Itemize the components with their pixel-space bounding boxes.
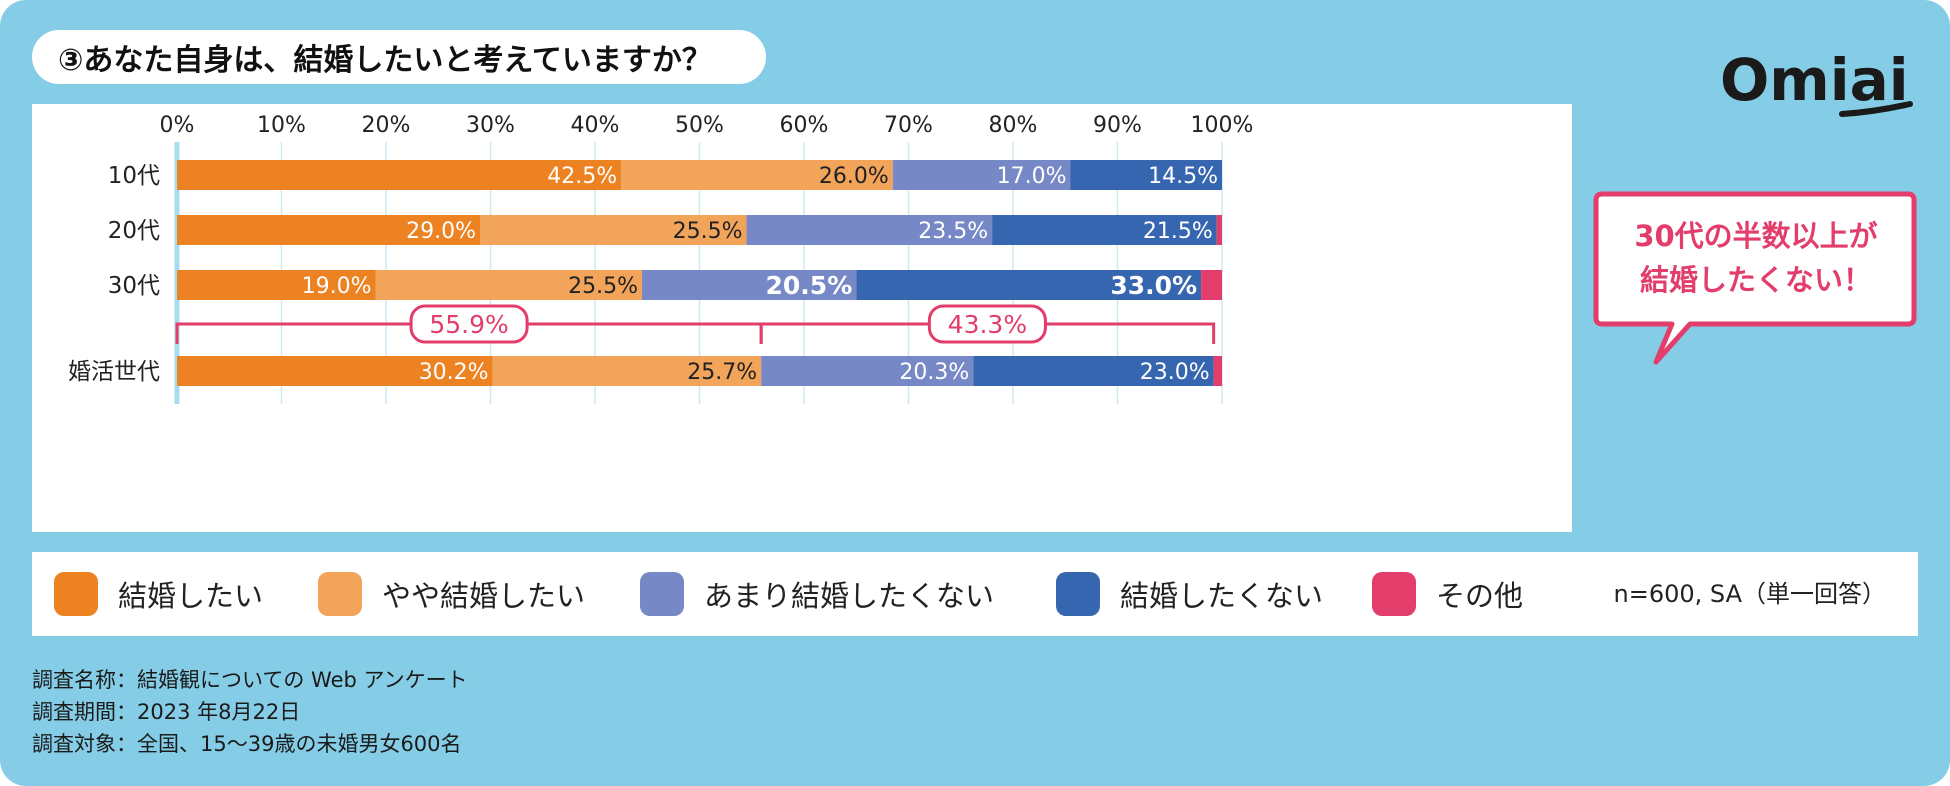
- data-label: 33.0%: [1110, 271, 1197, 300]
- bracket-label: 55.9%: [429, 310, 508, 339]
- legend: 結婚したい やや結婚したい あまり結婚したくない 結婚したくない その他 n=6…: [32, 552, 1918, 636]
- bar-segment: [1070, 160, 1222, 190]
- data-label: 23.0%: [1140, 360, 1210, 385]
- callout-line-1: 30代の半数以上が: [1634, 219, 1878, 253]
- legend-label-other: その他: [1436, 579, 1524, 613]
- data-label: 19.0%: [302, 274, 372, 299]
- legend-swatch-want: [54, 572, 98, 616]
- omiai-logo: Omiai: [1714, 38, 1914, 128]
- legend-label-dont-want: 結婚したくない: [1120, 579, 1324, 613]
- bracket-pill: [927, 304, 1047, 344]
- x-tick-label: 0%: [160, 113, 195, 138]
- x-tick-label: 10%: [257, 113, 306, 138]
- data-label: 29.0%: [406, 219, 476, 244]
- chart-panel: 0% 10% 20% 30% 40% 50% 60% 70% 80% 90% 100% 10代 42.5…: [32, 104, 1572, 532]
- data-label: 30.2%: [419, 360, 489, 385]
- legend-swatch-other: [1372, 572, 1416, 616]
- legend-swatch-dont-want: [1056, 572, 1100, 616]
- bar-segment: [177, 215, 481, 245]
- survey-target: 調査対象：全国、15～39歳の未婚男女600名: [32, 732, 462, 756]
- bracket-label: 43.3%: [948, 310, 1027, 339]
- omiai-logo-graphic: Omiai: [1720, 46, 1913, 117]
- question-title: ③あなた自身は、結婚したいと考えていますか？: [32, 30, 766, 84]
- data-label: 42.5%: [547, 164, 617, 189]
- x-tick-label: 90%: [1093, 113, 1142, 138]
- legend-item-dont-want: 結婚したくない: [1056, 572, 1323, 616]
- legend-label-want: 結婚したい: [118, 579, 264, 613]
- category-label: 20代: [108, 218, 160, 244]
- callout-bubble: [1593, 191, 1917, 365]
- data-label: 25.5%: [568, 274, 638, 299]
- bar-segment: [375, 270, 643, 300]
- bar-segment: [1213, 356, 1222, 386]
- bar-segment: [746, 215, 993, 245]
- legend-label-somewhat-want: やや結婚したい: [382, 579, 586, 613]
- bar-segment: [621, 160, 893, 190]
- stacked-bar-chart: 0% 10% 20% 30% 40% 50% 60% 70% 80% 90% 100% 10代 42.5…: [68, 113, 1254, 404]
- bar-segment: [1201, 270, 1222, 300]
- category-label: 婚活世代: [68, 359, 160, 385]
- legend-swatch-not-much: [640, 572, 684, 616]
- bar-segment: [642, 270, 857, 300]
- bar-segment: [992, 215, 1217, 245]
- legend-label-not-much: あまり結婚したくない: [704, 579, 995, 613]
- bar-segment: [177, 356, 493, 386]
- survey-info: 調査名称：結婚観についての Web アンケート 調査期間：2023 年8月22日…: [32, 664, 468, 760]
- data-label: 25.5%: [673, 219, 743, 244]
- legend-item-other: その他: [1372, 572, 1523, 616]
- callout-line-2: 結婚したくない！: [1639, 263, 1872, 297]
- callout-text: 30代の半数以上が 結婚したくない！: [1606, 214, 1906, 302]
- x-tick-label: 20%: [362, 113, 411, 138]
- bar-segment: [1216, 215, 1222, 245]
- category-label: 30代: [108, 273, 160, 299]
- legend-item-somewhat-want: やや結婚したい: [318, 572, 585, 616]
- data-label: 17.0%: [997, 164, 1067, 189]
- bar-segment: [177, 270, 376, 300]
- x-tick-label: 30%: [466, 113, 515, 138]
- data-label: 26.0%: [819, 164, 889, 189]
- data-label: 23.5%: [918, 219, 988, 244]
- legend-swatch-somewhat-want: [318, 572, 362, 616]
- category-label: 10代: [108, 163, 160, 189]
- bracket-line: [759, 322, 1216, 344]
- bar-segment: [761, 356, 974, 386]
- sample-size-note: n=600, SA（単一回答）: [1613, 580, 1886, 608]
- bar-segment: [492, 356, 762, 386]
- survey-period: 調査期間：2023 年8月22日: [32, 700, 301, 724]
- x-tick-label: 80%: [989, 113, 1038, 138]
- bar-segment: [480, 215, 747, 245]
- bar-segment: [177, 160, 622, 190]
- x-tick-label: 50%: [675, 113, 724, 138]
- x-tick-label: 60%: [780, 113, 829, 138]
- data-label: 25.7%: [687, 360, 757, 385]
- data-label: 21.5%: [1143, 219, 1213, 244]
- bar-segment: [973, 356, 1214, 386]
- x-tick-label: 70%: [884, 113, 933, 138]
- x-tick-label: 100%: [1191, 113, 1254, 138]
- data-label: 14.5%: [1148, 164, 1218, 189]
- bracket-pill: [409, 304, 529, 344]
- bar-segment: [892, 160, 1071, 190]
- survey-name: 調査名称：結婚観についての Web アンケート: [32, 668, 468, 692]
- x-tick-label: 40%: [571, 113, 620, 138]
- omiai-logo-lettering: Omiai: [1720, 46, 1909, 114]
- data-label: 20.5%: [766, 271, 853, 300]
- legend-item-want: 結婚したい: [54, 572, 263, 616]
- data-label: 20.3%: [899, 360, 969, 385]
- question-title-text: ③あなた自身は、結婚したいと考えていますか？: [58, 43, 712, 78]
- legend-item-not-much: あまり結婚したくない: [640, 572, 994, 616]
- bar-segment: [856, 270, 1202, 300]
